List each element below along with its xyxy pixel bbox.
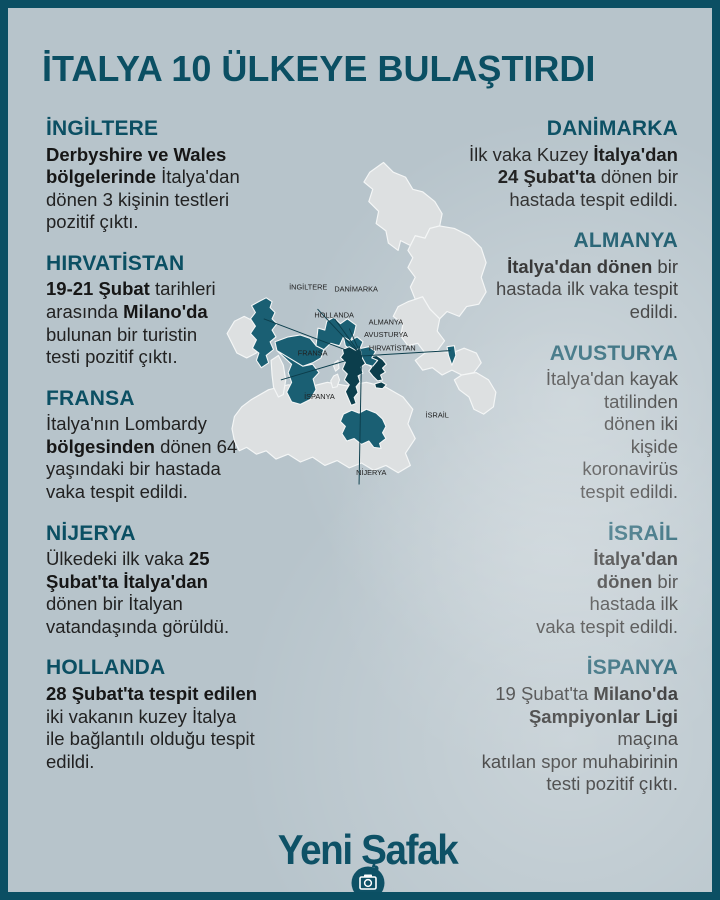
svg-text:ALMANYA: ALMANYA: [369, 318, 404, 327]
svg-text:İSPANYA: İSPANYA: [304, 392, 335, 401]
svg-text:NİJERYA: NİJERYA: [356, 468, 386, 477]
svg-text:HOLLANDA: HOLLANDA: [314, 310, 354, 319]
svg-text:DANİMARKA: DANİMARKA: [334, 284, 378, 293]
svg-text:İNGİLTERE: İNGİLTERE: [289, 283, 327, 292]
svg-text:HIRVATİSTAN: HIRVATİSTAN: [369, 344, 416, 353]
svg-text:AVUSTURYA: AVUSTURYA: [364, 330, 408, 339]
svg-text:İSRAİL: İSRAİL: [426, 411, 449, 420]
svg-text:FRANSA: FRANSA: [298, 348, 328, 357]
